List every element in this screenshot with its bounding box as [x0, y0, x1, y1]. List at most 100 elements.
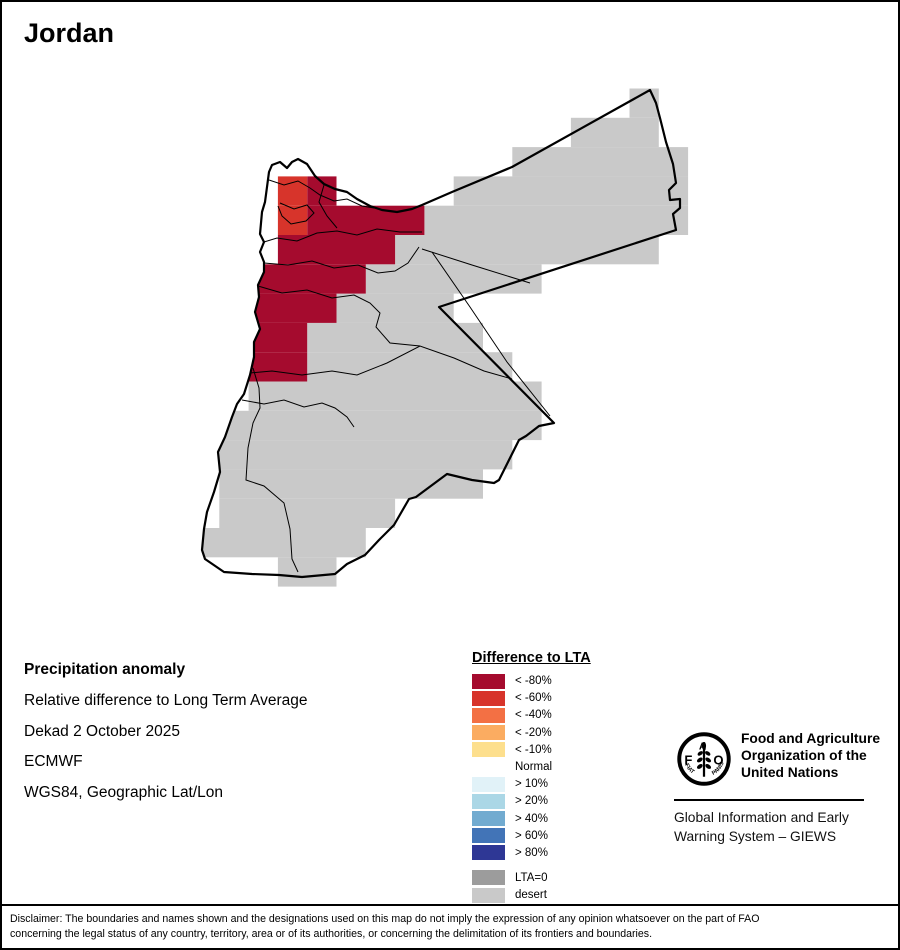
admin-boundary: [263, 228, 422, 243]
legend-swatch: [472, 793, 505, 809]
legend-row: desert: [472, 887, 622, 903]
legend-swatch: [472, 811, 505, 826]
fao-org-name: Food and Agriculture Organization of the…: [741, 731, 880, 781]
legend-row: Normal: [472, 759, 622, 775]
giews-line: Warning System – GIEWS: [674, 829, 837, 844]
map-cell: [190, 528, 366, 558]
wheat-grains-icon: [696, 742, 712, 769]
legend-title: Difference to LTA: [472, 650, 591, 666]
country-border: [200, 88, 682, 579]
legend-label: > 40%: [515, 812, 548, 825]
map-cell: [424, 205, 689, 235]
map-cell: [277, 205, 308, 235]
legend-swatch: [472, 828, 505, 844]
map-cell: [248, 293, 337, 323]
legend-label: > 10%: [515, 778, 548, 791]
legend-label: < -10%: [515, 743, 552, 756]
legend-row: > 80%: [472, 845, 622, 861]
map-cell: [219, 498, 396, 528]
legend-row: > 60%: [472, 828, 622, 844]
disclaimer: Disclaimer: The boundaries and names sho…: [2, 904, 898, 948]
admin-boundary: [268, 179, 375, 209]
page-title: Jordan: [24, 18, 115, 48]
legend-swatch: [472, 887, 505, 903]
fao-org-line: Food and Agriculture: [741, 731, 880, 746]
legend-row: > 40%: [472, 811, 622, 827]
map-cell: [365, 264, 542, 294]
legend-label: < -40%: [515, 709, 552, 722]
west-mask: [162, 150, 298, 564]
disclaimer-line-2: concerning the legal status of any count…: [10, 927, 653, 940]
admin-boundary: [263, 246, 420, 274]
map-cell: [219, 469, 484, 499]
legend-row: > 20%: [472, 793, 622, 809]
legend-swatch: [472, 759, 505, 774]
map-cell: [277, 235, 396, 265]
legend-rows: < -80% < -60% < -40% < -20% < -10% Normal > 10…: [472, 673, 622, 861]
admin-boundary: [431, 251, 551, 417]
legend: Difference to LTA < -80% < -60% < -40% < -2…: [472, 650, 622, 904]
fao-letter-a: A: [699, 742, 707, 753]
legend-row: < -20%: [472, 725, 622, 741]
legend-label: desert: [515, 889, 547, 902]
jordan-anomaly-map: [162, 88, 689, 587]
admin-boundary: [277, 202, 315, 225]
admin-boundary: [249, 345, 513, 380]
fao-divider: [674, 799, 864, 801]
map-cell: [307, 352, 513, 382]
giews-name: Global Information and Early Warning Sys…: [674, 808, 849, 846]
giews-line: Global Information and Early: [674, 810, 849, 825]
info-dekad: Dekad 2 October 2025: [24, 722, 180, 740]
legend-swatch: [472, 776, 505, 792]
legend-row: < -40%: [472, 707, 622, 723]
map-cell: [336, 293, 454, 323]
map-cell: [307, 322, 483, 353]
legend-swatch: [472, 870, 505, 886]
map-cell: [570, 117, 659, 148]
legend-label: < -20%: [515, 726, 552, 739]
map-cell: [248, 381, 542, 411]
legend-label: < -60%: [515, 692, 552, 705]
legend-label: > 20%: [515, 795, 548, 808]
legend-row: > 10%: [472, 776, 622, 792]
fao-letter-o: O: [713, 753, 723, 768]
disclaimer-line-1: Disclaimer: The boundaries and names sho…: [10, 913, 760, 925]
legend-swatch: [472, 707, 505, 723]
fao-letter-f: F: [684, 753, 692, 768]
map-cell: [453, 176, 689, 206]
legend-swatch: [472, 690, 505, 706]
admin-boundary: [241, 399, 355, 428]
legend-extra-rows: LTA=0 desert: [472, 870, 622, 903]
info-description: Relative difference to Long Term Average: [24, 691, 308, 709]
fao-logo-icon: F A O FIAT PANIS: [677, 732, 731, 786]
admin-boundary: [421, 248, 531, 284]
fao-org-line: United Nations: [741, 764, 839, 780]
legend-row: < -60%: [472, 690, 622, 706]
legend-swatch: [472, 725, 505, 741]
fao-org-line: Organization of the: [741, 747, 867, 763]
info-projection: WGS84, Geographic Lat/Lon: [24, 784, 224, 802]
map-cell: [219, 440, 513, 470]
legend-label: LTA=0: [515, 871, 548, 884]
map-cell: [277, 176, 308, 206]
map-info-block: Precipitation anomaly Relative differenc…: [24, 655, 444, 809]
legend-row: < -80%: [472, 673, 622, 689]
admin-boundary: [245, 367, 299, 573]
legend-label: > 60%: [515, 829, 548, 842]
legend-row: LTA=0: [472, 870, 622, 886]
map-cell: [512, 147, 689, 177]
legend-label: < -80%: [515, 675, 552, 687]
legend-label: Normal: [515, 760, 553, 773]
legend-label: > 80%: [515, 846, 548, 859]
legend-row: < -10%: [472, 742, 622, 758]
map-cell: [248, 352, 308, 382]
map-cell: [248, 264, 366, 294]
info-product-name: Precipitation anomaly: [24, 661, 186, 678]
map-cell: [219, 410, 542, 441]
map-cell: [277, 557, 337, 587]
info-source: ECMWF: [24, 753, 83, 771]
legend-swatch: [472, 845, 505, 861]
legend-swatch: [472, 673, 505, 689]
admin-boundary: [318, 184, 338, 229]
